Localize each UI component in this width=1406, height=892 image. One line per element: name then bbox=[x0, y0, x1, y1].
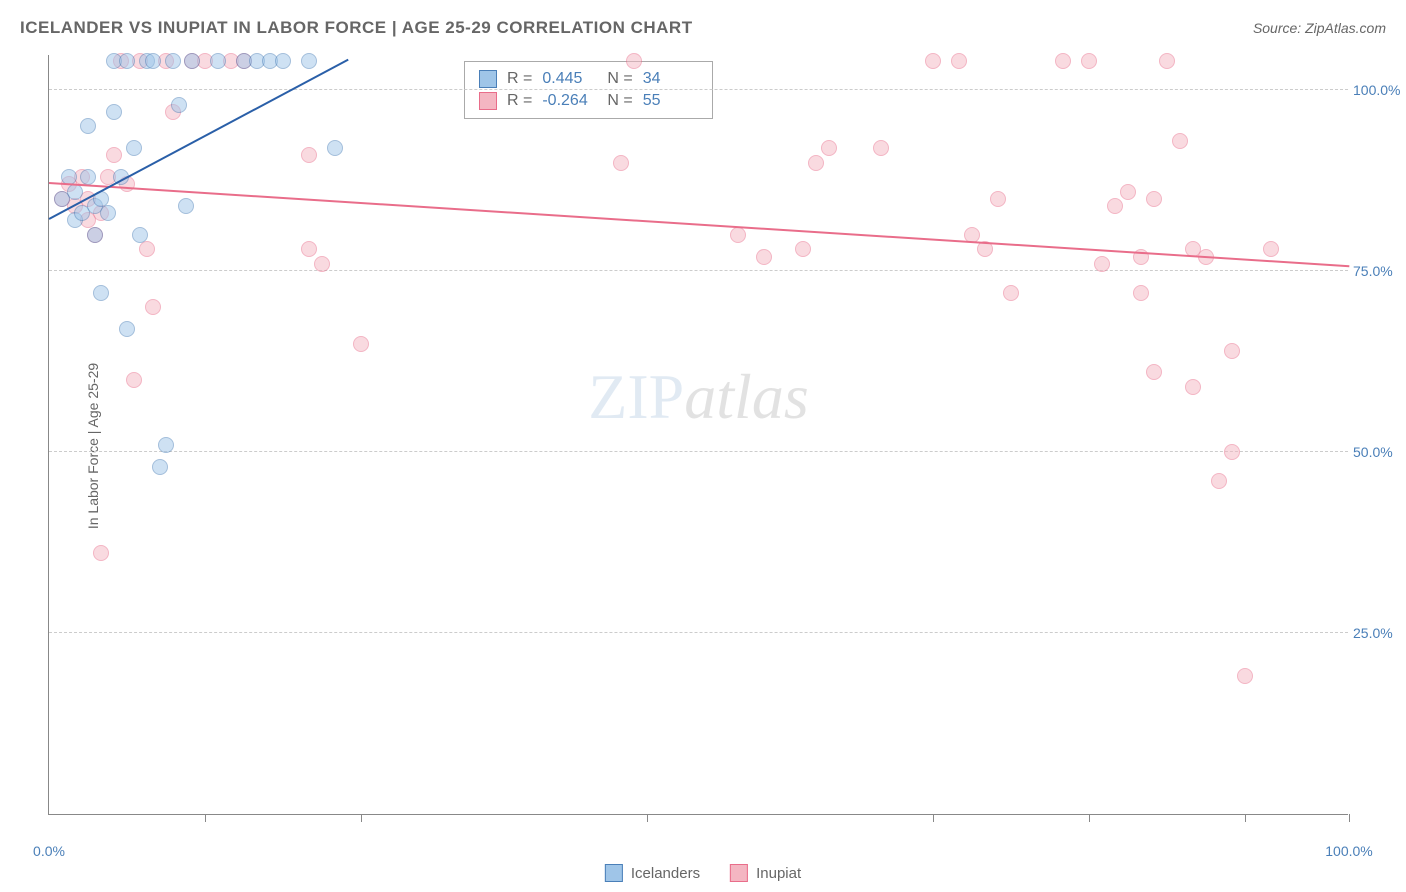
legend-item-icelanders: Icelanders bbox=[605, 864, 700, 882]
data-point-icelanders bbox=[80, 118, 96, 134]
n-value-icelanders: 34 bbox=[643, 70, 698, 88]
x-tick bbox=[647, 814, 648, 822]
data-point-inupiat bbox=[730, 227, 746, 243]
data-point-icelanders bbox=[184, 53, 200, 69]
data-point-icelanders bbox=[119, 53, 135, 69]
data-point-inupiat bbox=[613, 155, 629, 171]
r-label: R = bbox=[507, 70, 532, 88]
data-point-inupiat bbox=[1146, 364, 1162, 380]
y-tick-label: 25.0% bbox=[1353, 625, 1406, 641]
swatch-inupiat-icon bbox=[730, 864, 748, 882]
data-point-icelanders bbox=[87, 227, 103, 243]
y-tick-label: 100.0% bbox=[1353, 82, 1406, 98]
x-tick bbox=[933, 814, 934, 822]
data-point-icelanders bbox=[275, 53, 291, 69]
data-point-icelanders bbox=[301, 53, 317, 69]
data-point-inupiat bbox=[821, 140, 837, 156]
chart-source: Source: ZipAtlas.com bbox=[1253, 20, 1386, 36]
bottom-legend: Icelanders Inupiat bbox=[605, 864, 801, 882]
data-point-icelanders bbox=[119, 321, 135, 337]
data-point-inupiat bbox=[301, 241, 317, 257]
data-point-icelanders bbox=[327, 140, 343, 156]
legend-label-inupiat: Inupiat bbox=[756, 865, 801, 882]
data-point-icelanders bbox=[158, 437, 174, 453]
n-label: N = bbox=[607, 92, 632, 110]
legend-row-icelanders: R = 0.445 N = 34 bbox=[479, 68, 698, 90]
x-tick bbox=[1349, 814, 1350, 822]
data-point-inupiat bbox=[1224, 343, 1240, 359]
data-point-icelanders bbox=[100, 205, 116, 221]
data-point-icelanders bbox=[171, 97, 187, 113]
legend-item-inupiat: Inupiat bbox=[730, 864, 801, 882]
r-label: R = bbox=[507, 92, 532, 110]
x-tick bbox=[205, 814, 206, 822]
swatch-icelanders-icon bbox=[605, 864, 623, 882]
data-point-icelanders bbox=[126, 140, 142, 156]
chart-title: ICELANDER VS INUPIAT IN LABOR FORCE | AG… bbox=[20, 18, 693, 38]
data-point-inupiat bbox=[353, 336, 369, 352]
x-tick-label: 0.0% bbox=[33, 843, 65, 859]
y-tick-label: 50.0% bbox=[1353, 444, 1406, 460]
watermark: ZIPatlas bbox=[588, 360, 808, 434]
data-point-inupiat bbox=[139, 241, 155, 257]
plot-area: ZIPatlas R = 0.445 N = 34 R = -0.264 N =… bbox=[48, 55, 1348, 815]
data-point-inupiat bbox=[795, 241, 811, 257]
gridline bbox=[49, 632, 1348, 633]
data-point-inupiat bbox=[145, 299, 161, 315]
n-label: N = bbox=[607, 70, 632, 88]
data-point-inupiat bbox=[1224, 444, 1240, 460]
data-point-inupiat bbox=[93, 545, 109, 561]
data-point-inupiat bbox=[626, 53, 642, 69]
data-point-icelanders bbox=[145, 53, 161, 69]
data-point-inupiat bbox=[1172, 133, 1188, 149]
data-point-inupiat bbox=[756, 249, 772, 265]
r-value-icelanders: 0.445 bbox=[542, 70, 597, 88]
x-tick-label: 100.0% bbox=[1325, 843, 1372, 859]
data-point-icelanders bbox=[93, 285, 109, 301]
data-point-inupiat bbox=[990, 191, 1006, 207]
data-point-inupiat bbox=[1003, 285, 1019, 301]
y-tick-label: 75.0% bbox=[1353, 263, 1406, 279]
swatch-inupiat-icon bbox=[479, 92, 497, 110]
data-point-inupiat bbox=[314, 256, 330, 272]
data-point-inupiat bbox=[1055, 53, 1071, 69]
data-point-inupiat bbox=[1120, 184, 1136, 200]
data-point-inupiat bbox=[1211, 473, 1227, 489]
data-point-inupiat bbox=[925, 53, 941, 69]
data-point-inupiat bbox=[301, 147, 317, 163]
data-point-inupiat bbox=[1081, 53, 1097, 69]
legend-row-inupiat: R = -0.264 N = 55 bbox=[479, 90, 698, 112]
data-point-inupiat bbox=[106, 147, 122, 163]
x-tick bbox=[1089, 814, 1090, 822]
data-point-icelanders bbox=[132, 227, 148, 243]
data-point-inupiat bbox=[1133, 285, 1149, 301]
n-value-inupiat: 55 bbox=[643, 92, 698, 110]
data-point-inupiat bbox=[808, 155, 824, 171]
gridline bbox=[49, 270, 1348, 271]
gridline bbox=[49, 451, 1348, 452]
x-tick bbox=[361, 814, 362, 822]
data-point-inupiat bbox=[873, 140, 889, 156]
data-point-icelanders bbox=[152, 459, 168, 475]
data-point-inupiat bbox=[1185, 379, 1201, 395]
data-point-inupiat bbox=[1237, 668, 1253, 684]
data-point-icelanders bbox=[165, 53, 181, 69]
swatch-icelanders-icon bbox=[479, 70, 497, 88]
gridline bbox=[49, 89, 1348, 90]
x-tick bbox=[1245, 814, 1246, 822]
data-point-icelanders bbox=[106, 104, 122, 120]
data-point-inupiat bbox=[951, 53, 967, 69]
data-point-inupiat bbox=[1094, 256, 1110, 272]
data-point-inupiat bbox=[1146, 191, 1162, 207]
data-point-inupiat bbox=[1263, 241, 1279, 257]
data-point-inupiat bbox=[1159, 53, 1175, 69]
data-point-inupiat bbox=[1107, 198, 1123, 214]
r-value-inupiat: -0.264 bbox=[542, 92, 597, 110]
trendline bbox=[49, 59, 349, 220]
data-point-icelanders bbox=[80, 169, 96, 185]
data-point-inupiat bbox=[126, 372, 142, 388]
data-point-icelanders bbox=[178, 198, 194, 214]
legend-label-icelanders: Icelanders bbox=[631, 865, 700, 882]
data-point-icelanders bbox=[210, 53, 226, 69]
